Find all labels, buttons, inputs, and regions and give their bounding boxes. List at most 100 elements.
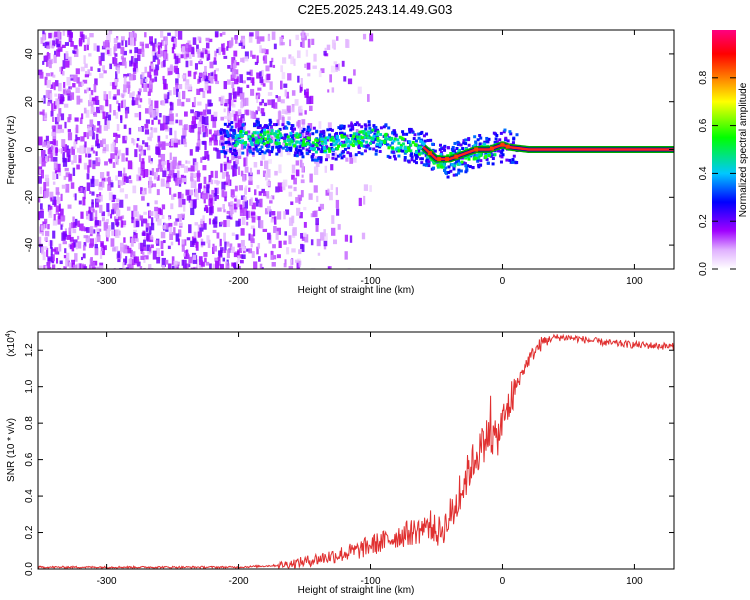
spectrogram-cell [42,224,46,230]
spectrogram-cell [60,224,63,230]
spectrogram-cell [269,120,273,124]
spectrogram-cell [151,168,155,176]
spectrogram-cell [282,179,288,187]
spectrogram-cell [122,220,127,226]
spectrogram-cell [174,30,178,37]
x-tick-label: -300 [97,276,117,287]
spectrogram-cell [237,120,243,129]
spectrogram-cell [314,150,318,154]
spectrogram-cell [263,124,267,128]
spectrogram-cell [281,72,286,80]
spectrogram-cell [358,130,362,134]
spectrogram-cell [186,252,189,259]
spectrogram-cell [202,156,207,160]
spectrogram-cell [140,187,143,195]
spectrogram-cell [273,216,277,225]
spectrogram-cell [167,263,172,269]
spectrogram-cell [338,153,342,157]
spectrogram-cell [159,209,163,216]
spectrogram-cell [61,232,66,241]
spectrogram-cell [259,130,263,134]
spectrogram-cell [208,141,213,146]
spectrogram-cell [64,42,70,46]
spectrogram-cell [187,84,192,90]
spectrogram-cell [156,175,160,181]
spectrogram-cell [154,200,158,205]
spectrogram-cell [257,243,261,249]
spectrogram-cell [167,245,171,250]
spectrogram-cell [300,152,304,156]
spectrogram-cell [299,126,303,133]
spectrogram-cell [233,169,237,177]
spectrogram-cell [268,140,272,144]
spectrogram-cell [99,265,104,269]
spectrogram-cell [155,168,160,172]
spectrogram-cell [132,251,136,257]
spectrogram-cell [240,40,243,44]
spectrogram-cell [85,109,90,118]
spectrogram-cell [218,47,221,56]
spectrogram-cell [453,162,457,166]
spectrogram-cell [84,227,88,232]
spectrogram-cell [197,51,202,58]
spectrogram-cell [87,37,90,46]
spectrogram-cell [182,259,187,269]
spectrogram-cell [482,142,486,146]
spectrogram-cell [50,72,54,77]
spectrogram-cell [259,133,263,137]
spectrogram-cell [159,112,162,118]
spectrogram-cell [94,247,99,256]
spectrogram-cell [390,141,394,145]
spectrogram-cell [153,69,159,76]
spectrogram-cell [136,174,141,182]
spectrogram-cell [161,257,166,267]
spectrogram-cell [446,146,450,150]
spectrogram-cell [166,176,171,182]
spectrogram-cell [466,164,470,168]
spectrogram-cell [176,139,181,145]
spectrogram-cell [284,231,288,236]
spectrogram-cell [438,148,442,152]
spectrogram-cell [313,185,318,193]
spectrogram-cell [38,156,42,164]
spectrogram-cell [323,233,328,241]
spectrogram-cell [165,135,168,139]
spectrogram-cell [230,208,234,215]
spectrogram-cell [508,158,512,162]
spectrogram-cell [145,83,150,88]
spectrogram-cell [137,54,141,62]
spectrogram-cell [409,127,413,131]
spectrogram-cell [376,128,380,132]
spectrogram-cell [71,259,76,268]
snr-x-ticks: -300 -200 -100 0 100 [97,332,643,587]
spectrogram-cell [116,134,121,138]
spectrogram-cell [92,208,95,213]
spectrogram-cell [62,152,65,159]
spectrogram-cell [99,60,102,66]
spectrogram-cell [212,263,217,269]
spectrogram-cell [264,160,269,170]
spectrogram-cell [299,212,303,219]
spectrogram-cell [293,144,297,148]
spectrogram-cell [123,167,126,174]
spectrogram-cell [229,150,233,154]
spectrogram-cell [56,148,61,153]
spectrogram-cell [401,132,405,136]
spectrogram-cell [297,75,300,83]
spectrogram-cell [165,115,170,125]
spectrogram-cell [149,161,153,165]
spectrogram-cell [500,155,504,159]
spectrogram-cell [273,132,277,136]
spectrogram-cell [205,103,208,113]
spectrogram-cell [101,105,105,114]
y-tick-label: 0.8 [24,416,35,430]
spectrogram-cell [512,154,516,158]
spectrogram-cell [272,244,276,249]
spectrogram-cell [260,160,263,166]
spectrogram-cell [164,44,168,52]
spectrogram-cell [58,203,61,212]
y-tick-label: 1.0 [24,379,35,393]
spectrogram-cell [254,197,258,202]
spectrogram-cell [103,91,107,100]
spectrogram-cell [132,235,136,244]
